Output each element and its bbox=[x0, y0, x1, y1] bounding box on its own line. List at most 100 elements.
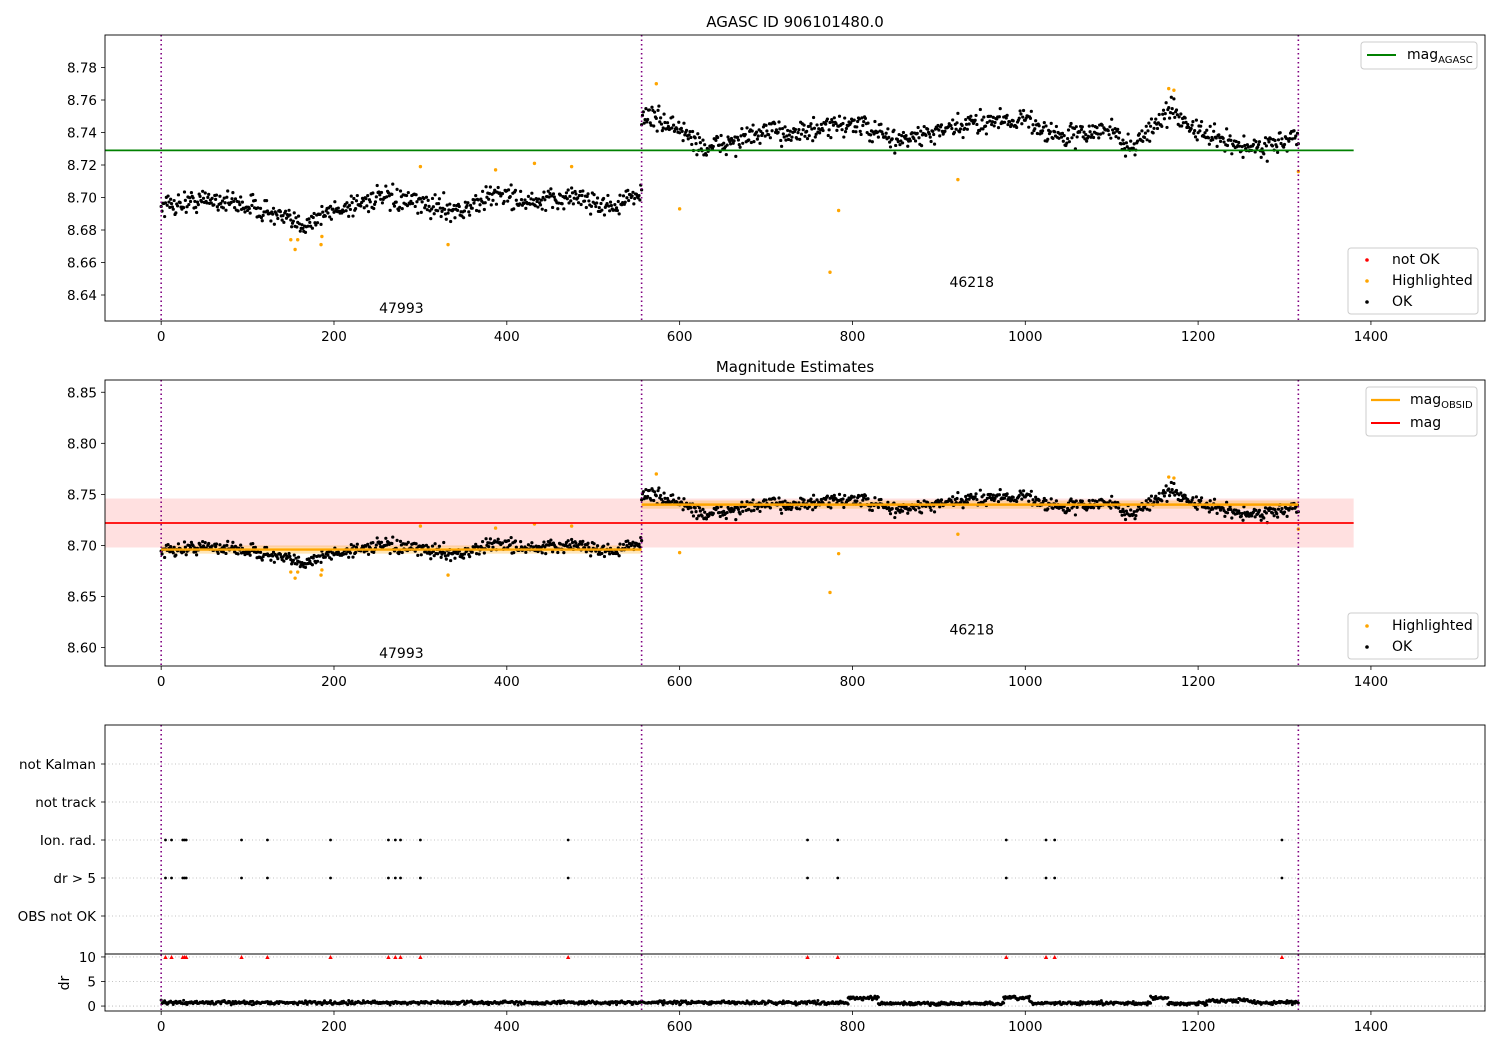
data-point bbox=[1199, 124, 1203, 128]
data-point bbox=[1028, 494, 1033, 498]
data-point bbox=[741, 141, 745, 145]
data-point bbox=[468, 213, 472, 217]
data-point bbox=[276, 216, 280, 221]
data-point bbox=[188, 199, 193, 204]
y-tick-label: 8.70 bbox=[67, 191, 97, 207]
data-point bbox=[264, 199, 269, 203]
data-point bbox=[1021, 115, 1025, 119]
data-point bbox=[1241, 518, 1245, 522]
data-point bbox=[1069, 121, 1073, 126]
data-point bbox=[354, 545, 359, 550]
data-point bbox=[1244, 514, 1249, 518]
data-point bbox=[659, 122, 664, 126]
data-point bbox=[783, 125, 787, 129]
data-point bbox=[722, 141, 726, 145]
data-point bbox=[1282, 145, 1286, 149]
data-point bbox=[1123, 513, 1127, 517]
data-point bbox=[919, 129, 923, 133]
x-tick-label: 1400 bbox=[1354, 329, 1388, 345]
data-point bbox=[747, 507, 751, 511]
data-point bbox=[1149, 117, 1154, 121]
data-point bbox=[333, 200, 337, 204]
dr-clipped-marker bbox=[265, 954, 270, 959]
data-point bbox=[319, 222, 323, 226]
data-point bbox=[446, 211, 450, 215]
data-point bbox=[386, 191, 391, 195]
data-point bbox=[643, 118, 647, 122]
data-point bbox=[681, 139, 685, 143]
data-point bbox=[222, 544, 226, 548]
data-point bbox=[348, 551, 353, 555]
data-point bbox=[436, 552, 440, 556]
data-point bbox=[773, 497, 777, 501]
data-point bbox=[163, 555, 167, 560]
data-point bbox=[506, 539, 511, 543]
data-point bbox=[491, 198, 495, 202]
data-point bbox=[1145, 507, 1149, 511]
data-point bbox=[1280, 506, 1284, 511]
x-tick-label: 0 bbox=[157, 674, 166, 690]
data-point bbox=[551, 205, 555, 210]
data-point bbox=[1250, 514, 1254, 518]
data-point bbox=[1048, 130, 1052, 134]
data-point bbox=[414, 542, 418, 546]
data-point bbox=[484, 537, 488, 541]
data-point bbox=[470, 206, 474, 210]
data-point bbox=[373, 200, 378, 204]
data-point bbox=[426, 198, 430, 203]
data-point bbox=[345, 201, 349, 205]
data-point bbox=[1269, 137, 1273, 141]
data-point bbox=[542, 540, 546, 544]
data-point bbox=[166, 194, 170, 198]
data-point bbox=[300, 223, 304, 227]
data-point bbox=[1033, 127, 1037, 131]
highlighted-point bbox=[320, 234, 324, 239]
y-tick-label: 8.85 bbox=[67, 385, 97, 401]
data-point bbox=[594, 204, 598, 209]
data-point bbox=[1042, 121, 1046, 125]
data-point bbox=[536, 205, 540, 209]
data-point bbox=[1187, 125, 1191, 129]
flag-point bbox=[170, 876, 173, 880]
data-point bbox=[502, 199, 506, 204]
data-point bbox=[938, 134, 942, 138]
data-point bbox=[703, 143, 707, 147]
data-point bbox=[1140, 129, 1144, 133]
data-point bbox=[1119, 510, 1123, 514]
svg-text:magAGASC: magAGASC bbox=[1407, 47, 1473, 66]
data-point bbox=[577, 542, 582, 546]
data-point bbox=[602, 213, 607, 217]
data-point bbox=[470, 550, 474, 554]
data-point bbox=[780, 144, 784, 148]
data-point bbox=[866, 497, 870, 501]
data-point bbox=[1070, 136, 1074, 140]
data-point bbox=[646, 494, 650, 499]
data-point bbox=[530, 541, 534, 545]
dr-point bbox=[677, 1000, 681, 1004]
data-point bbox=[682, 497, 686, 501]
data-point bbox=[857, 117, 861, 121]
data-point bbox=[465, 203, 469, 208]
data-point bbox=[397, 208, 401, 212]
data-point bbox=[732, 139, 736, 143]
panel-1-lines bbox=[105, 35, 1354, 321]
data-point bbox=[973, 495, 977, 499]
data-point bbox=[978, 488, 982, 492]
data-point bbox=[175, 204, 180, 208]
data-point bbox=[912, 136, 916, 141]
data-point bbox=[869, 133, 873, 137]
data-point bbox=[308, 220, 312, 224]
data-point bbox=[1172, 481, 1176, 486]
data-point bbox=[182, 190, 187, 194]
data-point bbox=[600, 551, 604, 556]
data-point bbox=[719, 133, 723, 138]
data-point bbox=[592, 542, 596, 546]
data-point bbox=[955, 496, 959, 501]
data-point bbox=[1215, 511, 1219, 515]
data-point bbox=[494, 202, 499, 206]
data-point bbox=[194, 553, 199, 557]
data-point bbox=[1234, 508, 1238, 512]
data-point bbox=[884, 131, 888, 135]
dr-point bbox=[816, 998, 820, 1002]
data-point bbox=[1253, 515, 1257, 519]
